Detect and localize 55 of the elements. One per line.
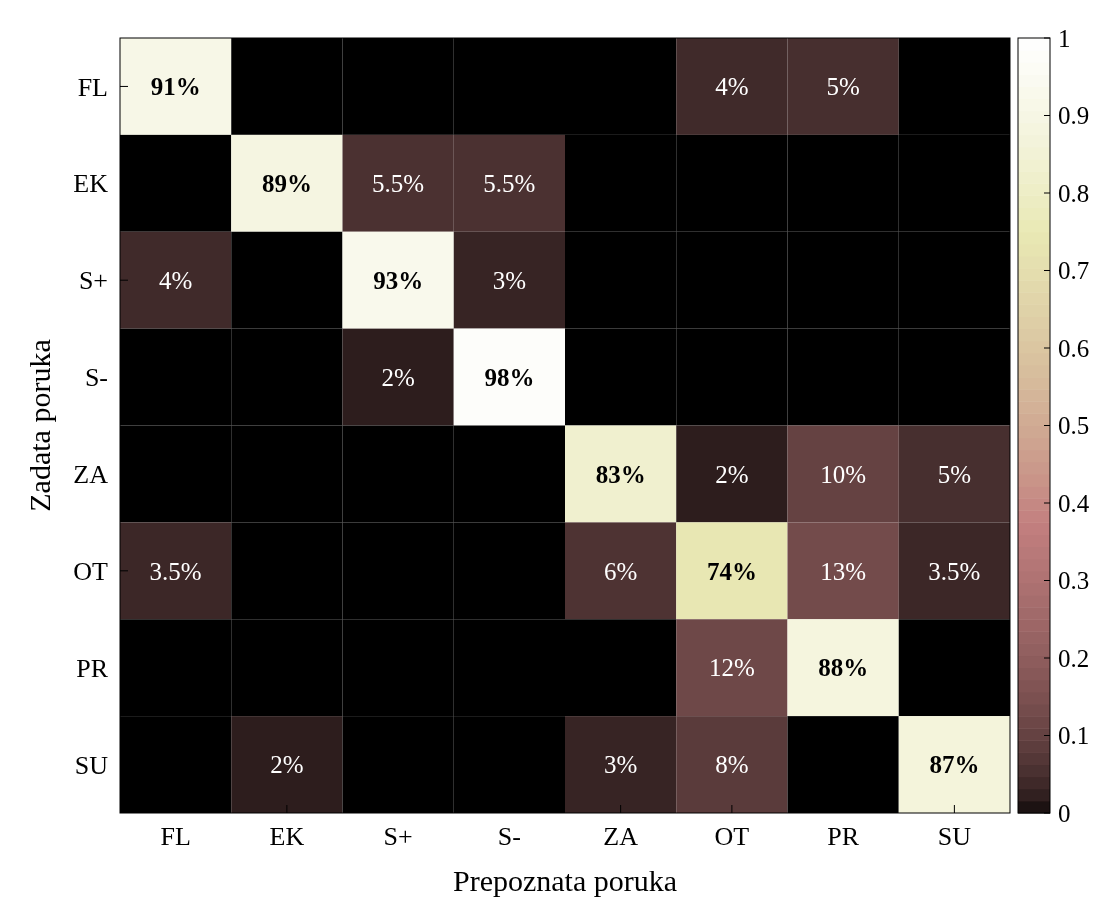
y-tick-label: FL xyxy=(77,72,108,102)
x-tick-label: FL xyxy=(160,822,191,851)
data-label: 5% xyxy=(937,460,972,488)
x-tick-label: ZA xyxy=(603,822,639,851)
x-tick-label: SU xyxy=(937,822,972,851)
data-label: 8% xyxy=(715,751,749,779)
color-bar-label: 0.4 xyxy=(1058,489,1090,517)
data-label: 5.5% xyxy=(372,170,425,198)
data-label: 6% xyxy=(603,557,638,585)
x-tick-label: S- xyxy=(497,822,521,851)
x-tick-label: PR xyxy=(827,822,860,851)
data-label: 4% xyxy=(158,266,193,294)
y-axis-title: Zadata poruka xyxy=(23,339,56,512)
data-label: 83% xyxy=(595,460,646,488)
data-label: 3.5% xyxy=(149,557,202,585)
data-label: 91% xyxy=(150,73,201,101)
y-tick-label: PR xyxy=(76,653,109,683)
y-tick-label: SU xyxy=(74,750,109,780)
data-label: 74% xyxy=(706,557,757,585)
data-label: 88% xyxy=(818,654,869,682)
y-tick-label: ZA xyxy=(73,460,109,490)
color-bar-label: 0.7 xyxy=(1058,257,1090,285)
data-label: 87% xyxy=(929,751,980,779)
color-bar-label: 0 xyxy=(1058,799,1071,827)
y-tick-label: S+ xyxy=(78,266,108,296)
data-label: 89% xyxy=(261,170,312,198)
data-label: 3% xyxy=(492,266,527,294)
data-label: 13% xyxy=(820,557,867,585)
color-bar-label: 0.8 xyxy=(1058,179,1090,207)
color-bar-label: 0.6 xyxy=(1058,334,1090,362)
data-label: 2% xyxy=(270,751,304,779)
data-label: 2% xyxy=(381,363,415,391)
color-bar-label: 0.2 xyxy=(1058,644,1090,672)
data-label: 3.5% xyxy=(928,557,981,585)
data-label: 2% xyxy=(715,460,749,488)
data-label: 10% xyxy=(820,460,867,488)
color-bar-label: 0.3 xyxy=(1058,567,1090,595)
y-tick-label: EK xyxy=(73,169,109,199)
data-label: 5% xyxy=(826,73,860,101)
data-label: 4% xyxy=(715,73,749,101)
color-bar-label: 0.1 xyxy=(1058,722,1090,750)
color-bar-label: 0.9 xyxy=(1058,102,1090,130)
color-bar-label: 1 xyxy=(1058,24,1071,52)
x-tick-label: OT xyxy=(714,822,750,851)
x-tick-label: EK xyxy=(269,822,305,851)
data-label: 3% xyxy=(603,751,638,779)
x-tick-label: S+ xyxy=(383,822,413,851)
color-bar-label: 0.5 xyxy=(1058,412,1090,440)
data-label: 12% xyxy=(708,654,755,682)
data-label: 93% xyxy=(373,266,424,294)
x-axis-title: Prepoznata poruka xyxy=(452,864,678,897)
data-label: 98% xyxy=(484,363,535,391)
y-tick-label: S- xyxy=(84,363,108,393)
data-label: 5.5% xyxy=(483,170,536,198)
y-tick-label: OT xyxy=(73,556,109,586)
